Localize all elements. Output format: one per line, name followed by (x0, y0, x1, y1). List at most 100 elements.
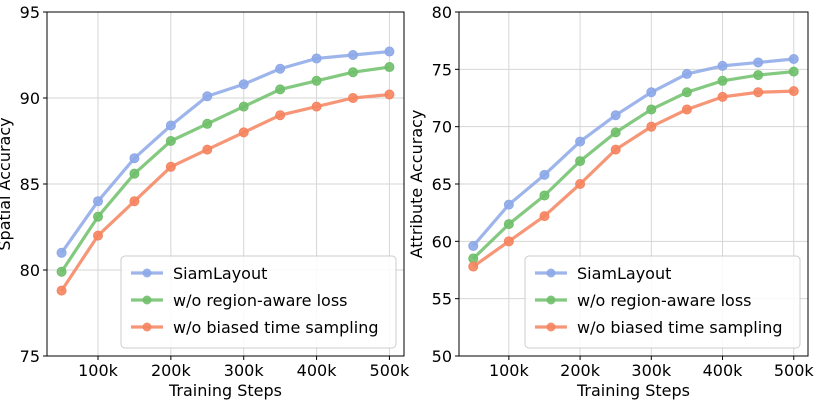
data-point (717, 91, 728, 102)
data-point (56, 285, 67, 296)
data-point (646, 104, 657, 115)
data-point (468, 240, 479, 251)
data-point (348, 93, 358, 103)
data-point (165, 161, 176, 172)
legend-marker (546, 322, 556, 332)
data-point (165, 136, 176, 146)
data-point (275, 110, 286, 121)
x-tick-label: 500k (774, 361, 814, 380)
data-point (610, 110, 621, 121)
y-tick-label: 70 (432, 118, 452, 137)
data-point (93, 230, 103, 241)
data-point (646, 87, 657, 98)
series-siamlayout (468, 54, 799, 251)
y-tick-label: 65 (432, 175, 452, 194)
data-point (56, 266, 67, 277)
data-point (311, 101, 322, 112)
data-point (575, 136, 586, 147)
series-w-o-biased-time-sampling (468, 86, 799, 272)
data-point (539, 190, 550, 201)
legend-item: w/o region-aware loss (535, 291, 751, 310)
x-axis-label: Training Steps (576, 381, 690, 400)
data-point (503, 199, 514, 210)
data-point (238, 101, 249, 112)
legend: SiamLayout w/o region-aware loss w/o biase… (524, 255, 801, 349)
legend-item: SiamLayout (131, 264, 267, 283)
legend-label: w/o region-aware loss (577, 291, 751, 310)
y-tick-label: 90 (20, 89, 40, 108)
data-point (575, 179, 586, 189)
chart-panel-1: 100k 200k 300k 400k 500k 75 80 85 90 95 Training S… (0, 3, 410, 400)
data-point (202, 118, 213, 129)
legend-marker (142, 268, 152, 278)
x-tick-label: 200k (560, 361, 601, 380)
data-point (384, 62, 395, 73)
y-tick-label: 60 (432, 232, 452, 251)
y-tick-label: 75 (20, 347, 40, 366)
data-point (238, 127, 249, 138)
legend-label: SiamLayout (173, 264, 267, 283)
legend-marker (546, 268, 556, 278)
x-axis-label: Training Steps (168, 381, 282, 400)
series-line (472, 70, 794, 260)
data-point (788, 86, 799, 97)
series-line (472, 57, 794, 247)
data-point (275, 63, 286, 74)
x-tick-label: 300k (631, 361, 672, 380)
series-w-o-region-aware-loss (56, 62, 395, 277)
data-point (503, 219, 514, 230)
legend: SiamLayout w/o region-aware loss w/o biase… (120, 255, 397, 349)
data-point (348, 67, 358, 78)
data-point (788, 66, 799, 77)
y-tick-label: 80 (20, 261, 40, 280)
data-point (753, 87, 764, 98)
series-line (472, 89, 794, 268)
y-tick-label: 85 (20, 175, 40, 194)
legend-item: w/o region-aware loss (131, 291, 347, 310)
x-tick-label: 100k (78, 361, 119, 380)
data-point (681, 87, 692, 98)
data-point (539, 169, 550, 180)
data-point (129, 196, 140, 207)
data-point (384, 89, 395, 100)
data-point (646, 121, 657, 132)
y-tick-label: 55 (432, 290, 452, 309)
y-tick-label: 75 (432, 60, 452, 79)
legend-item: w/o biased time sampling (131, 318, 378, 337)
x-tick-label: 500k (370, 361, 411, 380)
y-tick-label: 95 (20, 3, 40, 22)
data-point (681, 104, 692, 115)
series-line (60, 49, 390, 254)
series-line (60, 65, 390, 273)
data-point (311, 53, 322, 64)
data-point (468, 261, 479, 272)
legend-item: w/o biased time sampling (535, 318, 782, 337)
data-point (539, 211, 550, 222)
x-tick-label: 100k (489, 361, 530, 380)
legend-marker (142, 322, 152, 332)
data-point (788, 54, 799, 65)
y-axis-label: Attribute Accuracy (407, 110, 426, 259)
data-point (753, 57, 764, 68)
legend-box (120, 255, 397, 349)
data-point (238, 79, 249, 90)
data-point (610, 144, 621, 155)
chart-panel-2: 100k 200k 300k 400k 500k 50 55 60 65 70 75 80 Traini… (407, 3, 814, 400)
data-point (503, 236, 514, 247)
legend-item: SiamLayout (535, 264, 671, 283)
data-point (129, 153, 140, 164)
legend-box (524, 255, 801, 349)
data-point (753, 70, 764, 81)
legend-marker (546, 295, 556, 305)
data-point (93, 196, 103, 207)
data-point (56, 247, 67, 258)
series-line (60, 92, 390, 292)
data-point (165, 120, 176, 131)
y-axis-label: Spatial Accuracy (0, 117, 14, 250)
data-point (575, 156, 586, 167)
data-point (202, 91, 213, 102)
series-w-o-biased-time-sampling (56, 89, 395, 296)
x-tick-label: 400k (703, 361, 744, 380)
x-tick-label: 200k (151, 361, 192, 380)
